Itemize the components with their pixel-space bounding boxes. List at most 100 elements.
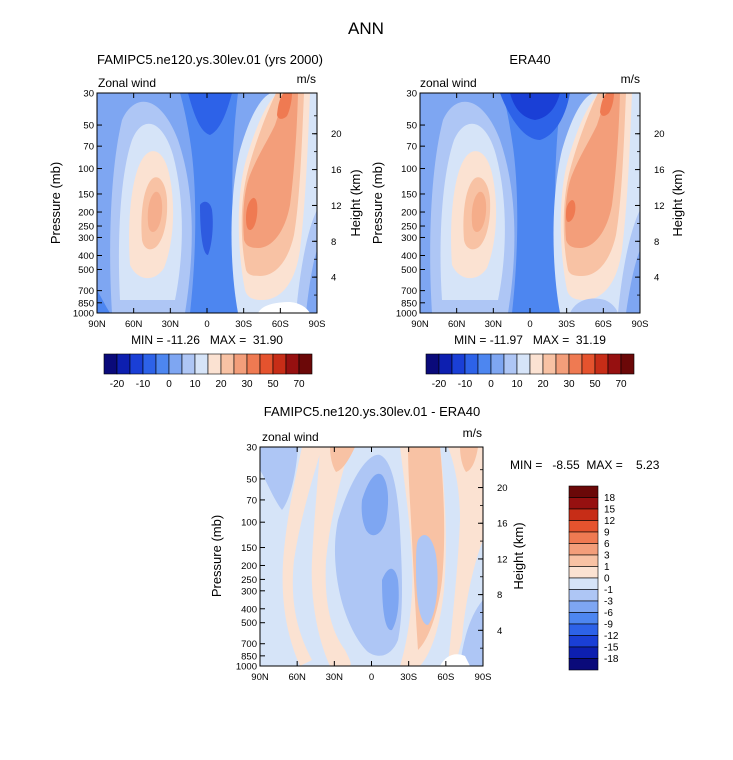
colorbar-label: -20 [432,379,447,390]
colorbar-swatch [285,353,300,375]
y2-tick-label: 4 [331,273,336,284]
y-tick-label: 150 [401,189,417,200]
y-tick-label: 200 [401,208,417,219]
colorbar-swatch [568,520,599,533]
colorbar-swatch [207,353,222,375]
diff-band-cream-far-right [448,447,483,666]
y-tick-label: 850 [78,298,94,309]
page-title: ANN [348,19,384,38]
x-tick-label: 30N [326,672,344,683]
contour-band-blue-core [200,201,213,255]
x-tick-label: 30S [235,319,252,330]
colorbar-swatch [568,589,599,602]
y-tick-label: 30 [83,89,94,100]
colorbar-swatch [116,353,131,375]
contour-band-blue-core [510,93,560,120]
x-tick-label: 60S [595,319,612,330]
colorbar-swatch [246,353,261,375]
colorbar-label: 0 [604,574,610,585]
units-label: m/s [463,426,482,440]
y-tick-label: 200 [241,561,257,572]
diff-band-blue-right [416,535,438,625]
colorbar-swatch [103,353,118,375]
y-tick-label: 850 [401,298,417,309]
colorbar-swatch [451,353,466,375]
y-tick-label: 300 [241,586,257,597]
x-axis: 90N 60N 30N 0 30S 60S 90S [88,93,325,330]
x-tick-label: 30N [485,319,503,330]
y-tick-label: 200 [78,208,94,219]
y2-tick-label: 4 [654,273,659,284]
colorbar-swatch [607,353,622,375]
diff-band-cream-left [282,447,322,666]
colorbar-label: 10 [511,379,523,390]
diff-band-peach-far-right [460,447,478,472]
jet-core-right [566,200,576,222]
colorbar-swatch [568,577,599,590]
x-tick-label: 30S [558,319,575,330]
colorbar-label: -10 [458,379,473,390]
colorbar-swatch [568,566,599,579]
variable-label: Zonal wind [98,76,156,90]
colorbar-label: 30 [563,379,575,390]
x-tick-label: 90N [88,319,106,330]
x-tick-label: 90N [251,672,269,683]
colorbar-label: 0 [166,379,172,390]
colorbar-swatch [620,353,635,375]
y-tick-label: 400 [241,604,257,615]
colorbar-swatch [581,353,596,375]
diff-band-white-bottom [440,654,470,666]
y2-tick-label: 4 [497,626,502,637]
colorbar-swatch [568,658,599,671]
panel-model: FAMIPC5.ne120.ys.30lev.01 (yrs 2000) Zon… [48,52,363,390]
strat-core-right [600,93,614,116]
y-tick-label: 250 [401,222,417,233]
variable-label: zonal wind [262,430,319,444]
colorbar-label: 20 [537,379,549,390]
x-tick-label: 0 [204,319,209,330]
colorbar: -20 -10 0 10 20 30 50 70 [425,353,635,390]
x-tick-label: 90S [632,319,649,330]
colorbar-swatch [568,612,599,625]
y-tick-label: 700 [401,286,417,297]
y-tick-label: 500 [401,265,417,276]
colorbar-swatch [568,554,599,567]
colorbar-swatch [568,600,599,613]
diff-band-blue-center-low [382,568,399,631]
x-tick-label: 60S [272,319,289,330]
y-tick-label: 150 [241,543,257,554]
jet-core-left [147,191,163,232]
contour-band-bottom-mid [570,298,618,313]
colorbar-label: 18 [604,493,616,504]
colorbar-swatch [425,353,440,375]
contour-band-blue-right-edge2 [626,250,640,313]
colorbar-swatch [194,353,209,375]
colorbar-swatch [298,353,313,375]
y-tick-label: 850 [241,651,257,662]
contour-band-salmon-right [565,93,620,248]
colorbar-swatch [568,623,599,636]
y-tick-label: 500 [78,265,94,276]
colorbar-label: 20 [215,379,227,390]
colorbar-swatch [503,353,518,375]
x-axis: 90N 60N 30N 0 30S 60S 90S [411,93,648,330]
colorbar-swatch [477,353,492,375]
contour-band-bottom-left [97,290,110,313]
y2-tick-label: 16 [654,165,665,176]
colorbar-swatch [529,353,544,375]
diff-band-peach-top [330,447,355,472]
colorbar-swatch [568,508,599,521]
colorbar-label: 12 [604,516,616,527]
y-axis-label: Pressure (mb) [209,515,224,597]
y2-axis-label: Height (km) [348,169,363,236]
colorbar-swatch [233,353,248,375]
y2-tick-label: 16 [331,165,342,176]
colorbar-label: 30 [241,379,253,390]
units-label: m/s [621,72,640,86]
y-tick-label: 1000 [236,662,257,673]
colorbar-swatch [464,353,479,375]
colorbar-label: -12 [604,631,619,642]
jet-core-left [471,191,487,232]
